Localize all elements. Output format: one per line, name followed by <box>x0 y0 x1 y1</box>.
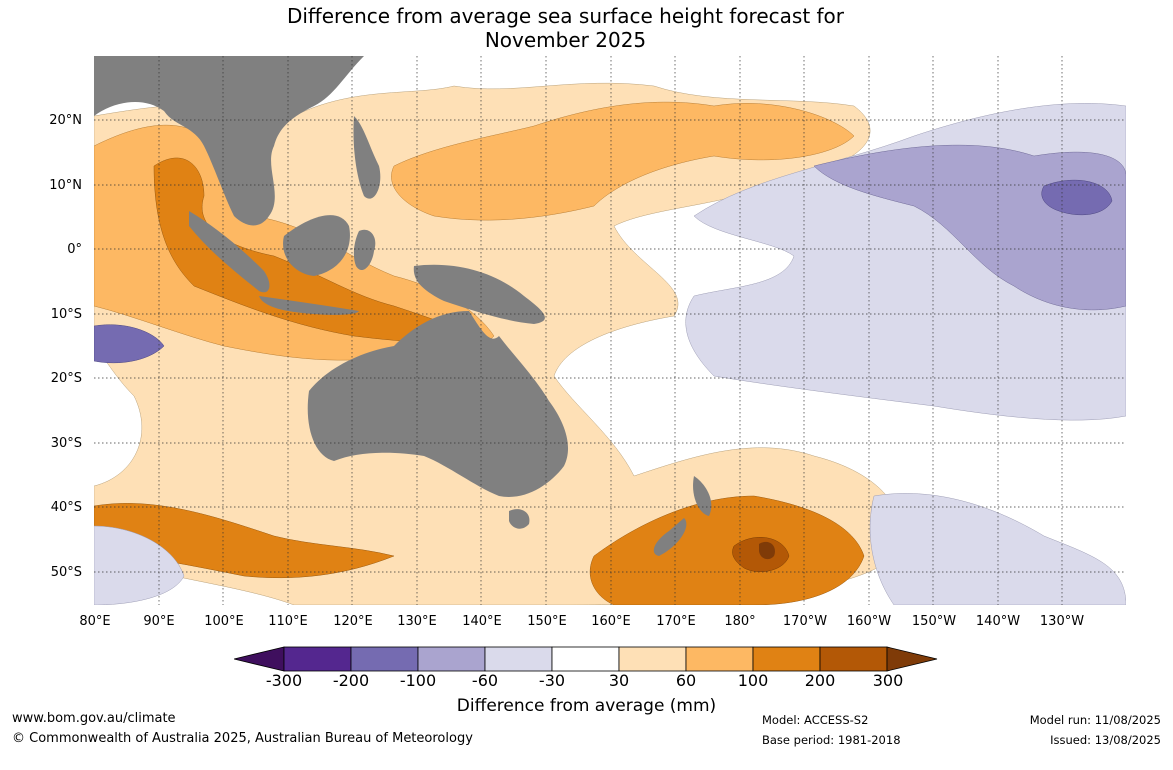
lat-tick-40s: 40°S <box>50 500 82 515</box>
lon-tick-130w: 130°W <box>1039 614 1085 629</box>
colorbar-label-9: 200 <box>804 671 836 690</box>
lat-tick-20s: 20°S <box>50 371 82 386</box>
lon-tick-170w: 170°W <box>782 614 828 629</box>
title-line-2: November 2025 <box>484 28 647 52</box>
land-new-zealand-north <box>693 476 712 516</box>
lat-tick-30s: 30°S <box>50 436 82 451</box>
lon-tick-150e: 150°E <box>527 614 567 629</box>
colorbar-label-4: -60 <box>471 671 499 690</box>
lat-tick-20n: 20°N <box>49 113 82 128</box>
land-borneo <box>283 215 350 276</box>
lat-tick-10n: 10°N <box>49 178 82 193</box>
land-sumatra <box>189 211 270 293</box>
colorbar-extend-low <box>234 646 285 672</box>
lon-tick-90e: 90°E <box>143 614 175 629</box>
land-australia <box>307 311 569 497</box>
colorbar-label-10: 300 <box>872 671 904 690</box>
colorbar-label-8: 100 <box>737 671 769 690</box>
colorbar-bin-5 <box>551 646 620 672</box>
colorbar-bin-2 <box>350 646 419 672</box>
lon-tick-150w: 150°W <box>911 614 957 629</box>
footer-issued: Issued: 13/08/2025 <box>1050 733 1161 747</box>
land-java <box>259 296 359 315</box>
colorbar-bin-7 <box>685 646 754 672</box>
lon-tick-140w: 140°W <box>975 614 1021 629</box>
lon-tick-80e: 80°E <box>79 614 111 629</box>
sea-surface-height-map <box>94 56 1126 605</box>
lon-tick-140e: 140°E <box>462 614 502 629</box>
anomaly-region-60-100-north <box>391 101 855 221</box>
land-new-guinea <box>413 264 545 324</box>
lat-tick-10s: 10°S <box>50 307 82 322</box>
colorbar-label-1: -300 <box>265 671 303 690</box>
colorbar-bin-6 <box>618 646 687 672</box>
land-tasmania <box>509 509 530 529</box>
lat-tick-0: 0° <box>67 242 82 257</box>
colorbar-bin-4 <box>484 646 553 672</box>
lon-tick-100e: 100°E <box>204 614 244 629</box>
colorbar-label-7: 60 <box>675 671 697 690</box>
title-line-1: Difference from average sea surface heig… <box>286 4 845 28</box>
land-sulawesi <box>353 229 376 271</box>
lon-tick-160e: 160°E <box>591 614 631 629</box>
anomaly-region-100-200-tasman <box>589 495 865 605</box>
footer-url[interactable]: www.bom.gov.au/climate <box>12 711 176 726</box>
anomaly-region-above-300 <box>759 541 775 560</box>
colorbar-bin-9 <box>819 646 888 672</box>
footer-model-run: Model run: 11/08/2025 <box>1029 713 1161 727</box>
lon-tick-110e: 110°E <box>268 614 308 629</box>
lon-tick-160w: 160°W <box>846 614 892 629</box>
colorbar-bin-3 <box>417 646 486 672</box>
footer-copyright: © Commonwealth of Australia 2025, Austra… <box>12 731 473 746</box>
graticule <box>94 56 1126 605</box>
land-philippines <box>353 116 381 199</box>
footer-model: Model: ACCESS-S2 <box>762 713 869 727</box>
colorbar-label-2: -200 <box>332 671 370 690</box>
colorbar-extend-high <box>886 646 938 672</box>
anomaly-region-minus100-west <box>94 324 165 364</box>
lon-tick-180: 180° <box>724 614 756 629</box>
colorbar-title: Difference from average (mm) <box>456 696 717 716</box>
land-asia <box>94 56 364 226</box>
colorbar-label-6: 30 <box>608 671 630 690</box>
colorbar-bin-8 <box>752 646 821 672</box>
colorbar-label-5: -30 <box>538 671 566 690</box>
lon-tick-170e: 170°E <box>656 614 696 629</box>
lon-tick-130e: 130°E <box>397 614 437 629</box>
land-new-zealand-south <box>653 518 687 556</box>
map-title: Difference from average sea surface heig… <box>0 4 1131 52</box>
colorbar-label-3: -100 <box>399 671 437 690</box>
colorbar <box>234 646 938 672</box>
lat-tick-50s: 50°S <box>50 565 82 580</box>
lon-tick-120e: 120°E <box>333 614 373 629</box>
anomaly-region-minus100-minus200 <box>1041 179 1113 216</box>
colorbar-bin-1 <box>283 646 352 672</box>
anomaly-region-minus30-southwest <box>94 525 185 605</box>
footer-base-period: Base period: 1981-2018 <box>762 733 901 747</box>
